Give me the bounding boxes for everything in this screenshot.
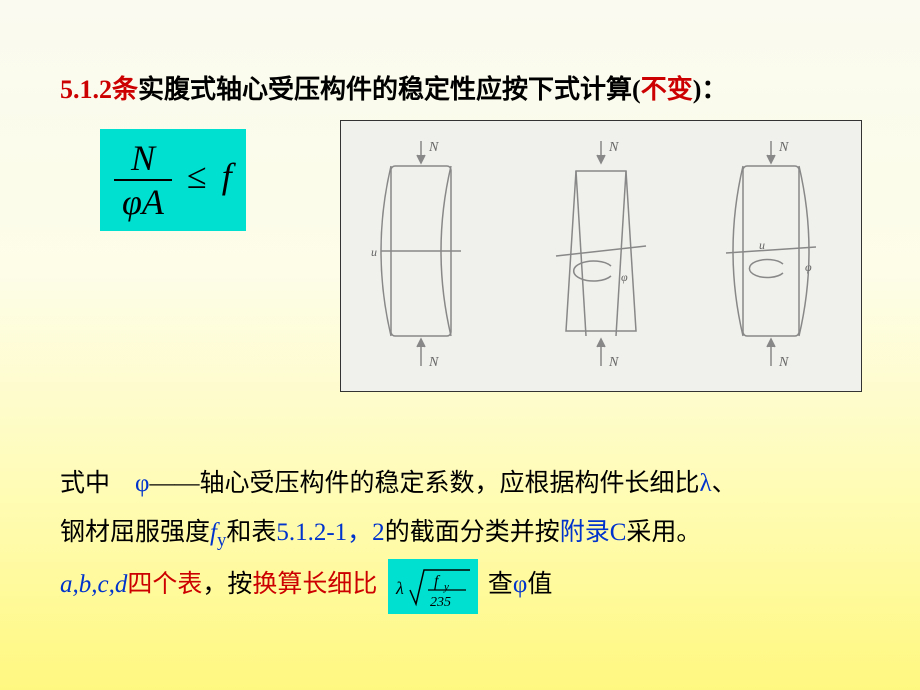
sqrt-formula: λ f y 235 xyxy=(388,559,478,614)
title-unchanged: 不变 xyxy=(641,75,693,104)
l2-d: 采用。 xyxy=(626,519,701,546)
l2-appendix: 附录C xyxy=(560,519,627,546)
svg-text:φ: φ xyxy=(805,260,812,274)
svg-text:235: 235 xyxy=(430,595,451,610)
svg-text:N: N xyxy=(778,355,789,370)
l3-a: ，按 xyxy=(202,571,252,598)
l2-fy: fy xyxy=(210,519,226,546)
svg-text:λ: λ xyxy=(395,578,404,598)
buckling-diagram: N u N N φ N xyxy=(340,120,862,392)
body-text: 式中 φ——轴心受压构件的稳定系数，应根据构件长细比λ、 钢材屈服强度fy和表5… xyxy=(60,460,860,614)
slide-title: 5.1.2条实腹式轴心受压构件的稳定性应按下式计算(不变)： xyxy=(60,70,860,109)
formula-rel: ≤ xyxy=(187,156,207,196)
svg-text:N: N xyxy=(608,140,619,155)
l2-a: 钢材屈服强度 xyxy=(60,519,210,546)
l3-phi: φ xyxy=(513,571,527,598)
svg-text:N: N xyxy=(428,140,439,155)
formula-A: A xyxy=(142,182,164,222)
formula-phi: φ xyxy=(122,182,142,222)
l1-prefix: 式中 xyxy=(60,470,135,497)
svg-text:N: N xyxy=(778,140,789,155)
l3-four: 四个表 xyxy=(127,571,202,598)
svg-text:f: f xyxy=(434,573,441,590)
l3-b: 查 xyxy=(488,571,513,598)
svg-text:u: u xyxy=(759,238,765,252)
svg-text:N: N xyxy=(608,355,619,370)
svg-text:y: y xyxy=(443,581,449,593)
main-formula-box: N φA ≤ f xyxy=(100,129,246,231)
l1-mid: ——轴心受压构件的稳定系数，应根据构件长细比 xyxy=(149,470,699,497)
formula-numerator: N xyxy=(114,137,172,181)
l1-phi: φ xyxy=(135,470,149,497)
l3-c: 值 xyxy=(527,571,552,598)
l1-end: 、 xyxy=(712,470,737,497)
formula-rhs: f xyxy=(222,156,232,196)
l2-c: 的截面分类并按 xyxy=(385,519,560,546)
svg-text:u: u xyxy=(371,245,377,259)
l3-conv: 换算长细比 xyxy=(252,571,377,598)
svg-text:φ: φ xyxy=(621,270,628,284)
main-formula: N φA ≤ f xyxy=(114,156,232,196)
title-end: )： xyxy=(693,75,728,104)
svg-text:N: N xyxy=(428,355,439,370)
l3-abcd: a,b,c,d xyxy=(60,571,127,598)
l2-b: 和表 xyxy=(226,519,276,546)
l2-tab: 5.1.2-1，2 xyxy=(276,519,384,546)
l1-lambda: λ xyxy=(699,470,711,497)
clause-number: 5.1.2条 xyxy=(60,75,138,104)
title-main: 实腹式轴心受压构件的稳定性应按下式计算( xyxy=(138,75,641,104)
